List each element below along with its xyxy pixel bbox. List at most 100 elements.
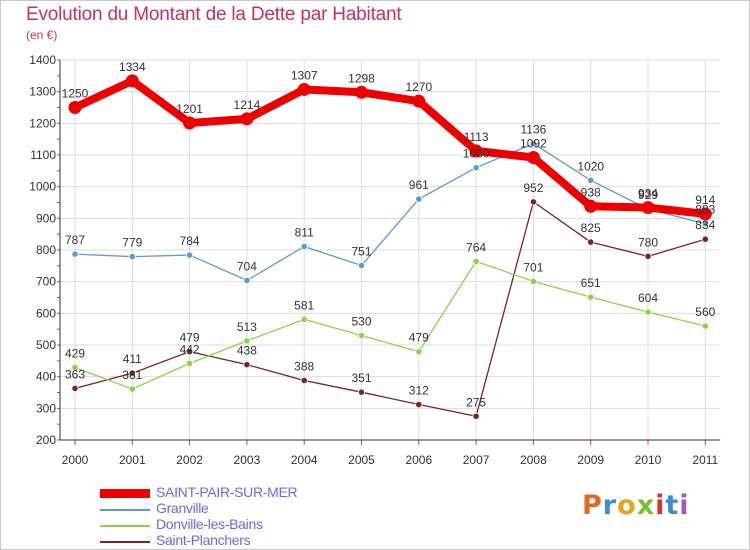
data-label: 363 [65,367,85,381]
y-tick-label: 200 [36,433,56,447]
data-label: 704 [237,259,257,273]
y-tick-label: 1400 [29,53,56,67]
data-label: 701 [523,260,543,274]
data-point [415,195,423,203]
data-label: 779 [122,236,142,250]
data-point [529,277,538,285]
data-label: 1298 [348,71,375,85]
x-tick-label: 2009 [577,453,604,467]
y-tick-label: 1100 [30,148,56,162]
data-label: 275 [466,395,486,409]
data-label: 1334 [119,60,146,74]
x-tick-label: 2006 [405,453,432,467]
data-point [587,293,595,301]
data-point [472,412,480,420]
series-line-saint-planchers [74,201,706,417]
data-point [128,253,136,261]
x-tick-label: 2010 [635,453,662,467]
data-label: 929 [638,188,658,202]
legend-swatch-donville-les-bains [100,525,150,527]
data-point [243,276,251,284]
data-point [529,140,538,148]
y-tick-label: 1000 [29,180,56,194]
data-point [701,322,709,330]
data-label: 961 [409,178,429,192]
data-label: 312 [409,384,429,398]
data-point [186,348,194,356]
data-point [186,251,194,259]
data-point [472,164,480,172]
y-tick-label: 800 [36,243,56,257]
proxiti-logo: Proxiti [582,490,690,521]
data-point [186,359,194,367]
y-tick-label: 700 [36,275,56,289]
logo-letter: i [655,490,666,521]
data-label: 825 [581,221,601,235]
x-tick-label: 2003 [234,453,261,467]
data-label: 429 [65,346,85,360]
data-label: 581 [294,298,314,312]
data-label: 530 [351,315,371,329]
data-point [300,242,308,251]
data-label: 1060 [463,147,490,161]
data-label: 604 [638,291,658,305]
y-tick-label: 500 [36,338,56,352]
logo-letter: x [636,490,656,521]
series-line-granville [74,142,706,282]
data-point [68,101,82,114]
data-label: 513 [237,320,257,334]
data-label: 438 [237,344,257,358]
data-point [355,85,368,99]
data-label: 787 [65,233,85,247]
legend-swatch-saint-pair-sur-mer [100,489,150,498]
data-point [300,315,308,323]
data-point [698,207,712,221]
data-label: 764 [466,240,486,254]
data-label: 1136 [520,123,546,137]
data-label: 883 [695,203,715,217]
data-point [644,252,652,260]
data-label: 751 [351,245,371,259]
x-tick-label: 2008 [520,453,547,467]
data-point [644,308,652,316]
data-point [357,388,366,396]
series-line-donville-les-bains [74,260,706,390]
data-label: 1201 [176,102,203,116]
legend-label-saint-planchers: Saint-Planchers [156,532,251,548]
legend-label-donville-les-bains: Donville-les-Bains [156,516,263,532]
data-point [587,176,595,184]
data-label: 388 [294,359,314,373]
data-point [469,144,483,158]
data-label: 780 [638,235,658,249]
data-label: 1092 [520,137,547,151]
data-label: 1020 [577,159,604,173]
x-tick-label: 2004 [291,453,318,467]
data-label: 479 [409,331,429,345]
data-label: 351 [351,371,371,385]
data-point [71,363,79,372]
data-point [641,201,655,215]
data-label: 361 [122,368,142,382]
data-label: 1214 [234,98,261,112]
data-label: 442 [180,342,200,356]
chart-title: Evolution du Montant de la Dette par Hab… [26,4,402,25]
data-point [240,112,254,126]
data-label: 411 [123,352,142,366]
legend-swatch-saint-planchers [100,541,150,543]
data-point [297,82,311,96]
data-label: 914 [695,193,715,207]
data-point [71,384,79,392]
data-point [412,94,426,108]
data-point [584,199,598,213]
data-point [243,361,251,369]
data-label: 938 [581,185,601,199]
data-point [183,116,197,130]
data-label: 1307 [291,68,318,82]
data-label: 560 [695,305,715,319]
x-tick-label: 2011 [692,453,718,467]
data-point [128,369,136,377]
series-line-saint-pair-sur-mer [71,76,710,218]
y-tick-label: 300 [36,401,56,415]
logo-letter: o [617,490,637,521]
